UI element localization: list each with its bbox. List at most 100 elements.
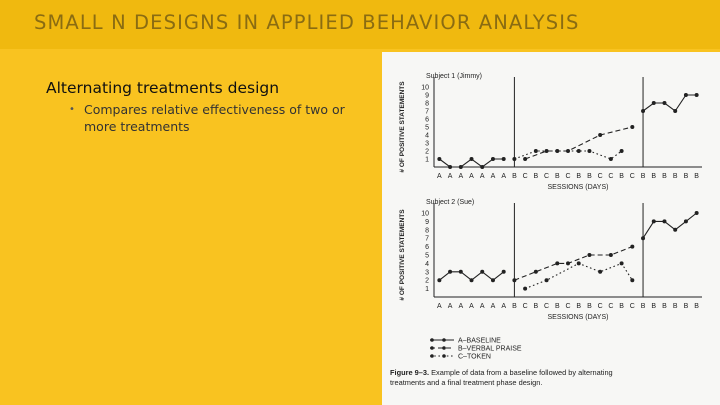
- data-point: [619, 261, 624, 266]
- data-point: [651, 219, 656, 224]
- legend-label: B–VERBAL PRAISE: [458, 346, 522, 353]
- x-axis-label: SESSIONS (DAYS): [548, 184, 609, 191]
- session-label: C: [608, 173, 613, 180]
- y-tick-label: 9: [425, 93, 429, 100]
- data-point: [576, 149, 581, 153]
- session-label: B: [651, 173, 656, 180]
- session-label: A: [437, 303, 442, 310]
- series-line: [642, 94, 697, 112]
- panel-title: Subject 1 (Jimmy): [426, 73, 482, 80]
- session-label: C: [598, 303, 603, 310]
- y-tick-label: 8: [425, 101, 429, 108]
- session-label: B: [576, 173, 581, 180]
- session-label: C: [598, 173, 603, 180]
- session-label: C: [544, 173, 549, 180]
- data-point: [512, 157, 517, 161]
- y-tick-label: 6: [425, 117, 429, 124]
- y-axis-label: # OF POSITIVE STATEMENTS: [399, 209, 406, 301]
- y-tick-label: 6: [425, 244, 429, 251]
- data-point: [694, 211, 699, 215]
- data-point: [630, 278, 635, 283]
- data-point: [662, 219, 667, 224]
- data-point: [641, 109, 646, 113]
- data-point: [458, 165, 463, 169]
- series-line: [514, 246, 633, 281]
- session-label: A: [458, 303, 463, 310]
- data-point: [533, 269, 538, 274]
- session-label: B: [587, 173, 592, 180]
- data-point: [448, 269, 453, 274]
- data-point: [598, 133, 603, 137]
- data-point: [630, 125, 635, 129]
- title-band: [0, 0, 720, 49]
- session-label: A: [469, 303, 474, 310]
- data-point: [533, 149, 538, 153]
- data-point: [683, 93, 688, 97]
- data-point: [608, 157, 613, 161]
- y-tick-label: 4: [425, 261, 429, 268]
- data-point: [469, 157, 474, 161]
- data-point: [608, 253, 613, 257]
- data-point: [437, 278, 442, 283]
- session-label: C: [608, 303, 613, 310]
- session-label: A: [480, 173, 485, 180]
- session-label: B: [673, 173, 678, 180]
- legend-label: A–BASELINE: [458, 338, 501, 345]
- data-point: [480, 269, 485, 274]
- figure-image: Subject 1 (Jimmy) 1 2 3 4 5 6 7 8 9 10 # OF POSITIV…: [382, 52, 720, 405]
- caption-line: treatments and a final treatment phase d…: [390, 378, 542, 387]
- data-point: [641, 236, 646, 241]
- session-label: B: [512, 173, 517, 180]
- bullet-marker: •: [69, 104, 75, 115]
- session-label: A: [480, 303, 485, 310]
- session-label: C: [523, 173, 528, 180]
- session-label: A: [501, 173, 506, 180]
- data-point: [490, 278, 495, 283]
- session-label: B: [673, 303, 678, 310]
- data-point: [555, 261, 560, 266]
- y-tick-label: 9: [425, 219, 429, 226]
- session-label: B: [534, 303, 539, 310]
- session-label: B: [694, 303, 699, 310]
- data-point: [673, 227, 678, 232]
- data-point: [490, 157, 495, 161]
- session-label: B: [662, 173, 667, 180]
- session-label: B: [555, 303, 560, 310]
- figure-caption: Figure 9–3. Example of data from a basel…: [390, 368, 613, 377]
- y-tick-label: 2: [425, 278, 429, 285]
- session-label: B: [576, 303, 581, 310]
- series-line: [524, 262, 633, 290]
- session-label: A: [469, 173, 474, 180]
- data-point: [458, 269, 463, 274]
- y-axis-label: # OF POSITIVE STATEMENTS: [399, 81, 406, 173]
- session-label: B: [684, 303, 689, 310]
- legend-marker: [442, 346, 446, 350]
- session-label: A: [458, 173, 463, 180]
- y-tick-label: 1: [425, 286, 429, 293]
- session-label: A: [448, 173, 453, 180]
- session-label: C: [630, 173, 635, 180]
- session-label: A: [491, 173, 496, 180]
- session-label: B: [512, 303, 517, 310]
- y-tick-label: 8: [425, 227, 429, 234]
- y-tick-label: 10: [421, 85, 429, 92]
- slide-title: SMALL N DESIGNS IN APPLIED BEHAVIOR ANAL…: [34, 11, 580, 34]
- data-point: [651, 101, 656, 105]
- session-label: C: [565, 173, 570, 180]
- session-label: B: [662, 303, 667, 310]
- data-point: [576, 261, 581, 266]
- slide-subtitle: Alternating treatments design: [46, 79, 280, 97]
- session-label: B: [641, 303, 646, 310]
- y-tick-label: 10: [421, 211, 429, 218]
- data-point: [437, 157, 442, 161]
- session-label: B: [641, 173, 646, 180]
- data-point: [480, 165, 485, 169]
- data-point: [501, 269, 506, 274]
- data-point: [587, 253, 592, 257]
- legend-marker: [430, 354, 434, 358]
- session-label: A: [437, 173, 442, 180]
- session-label: B: [619, 173, 624, 180]
- data-point: [523, 286, 528, 291]
- session-label: A: [448, 303, 453, 310]
- data-point: [662, 101, 667, 105]
